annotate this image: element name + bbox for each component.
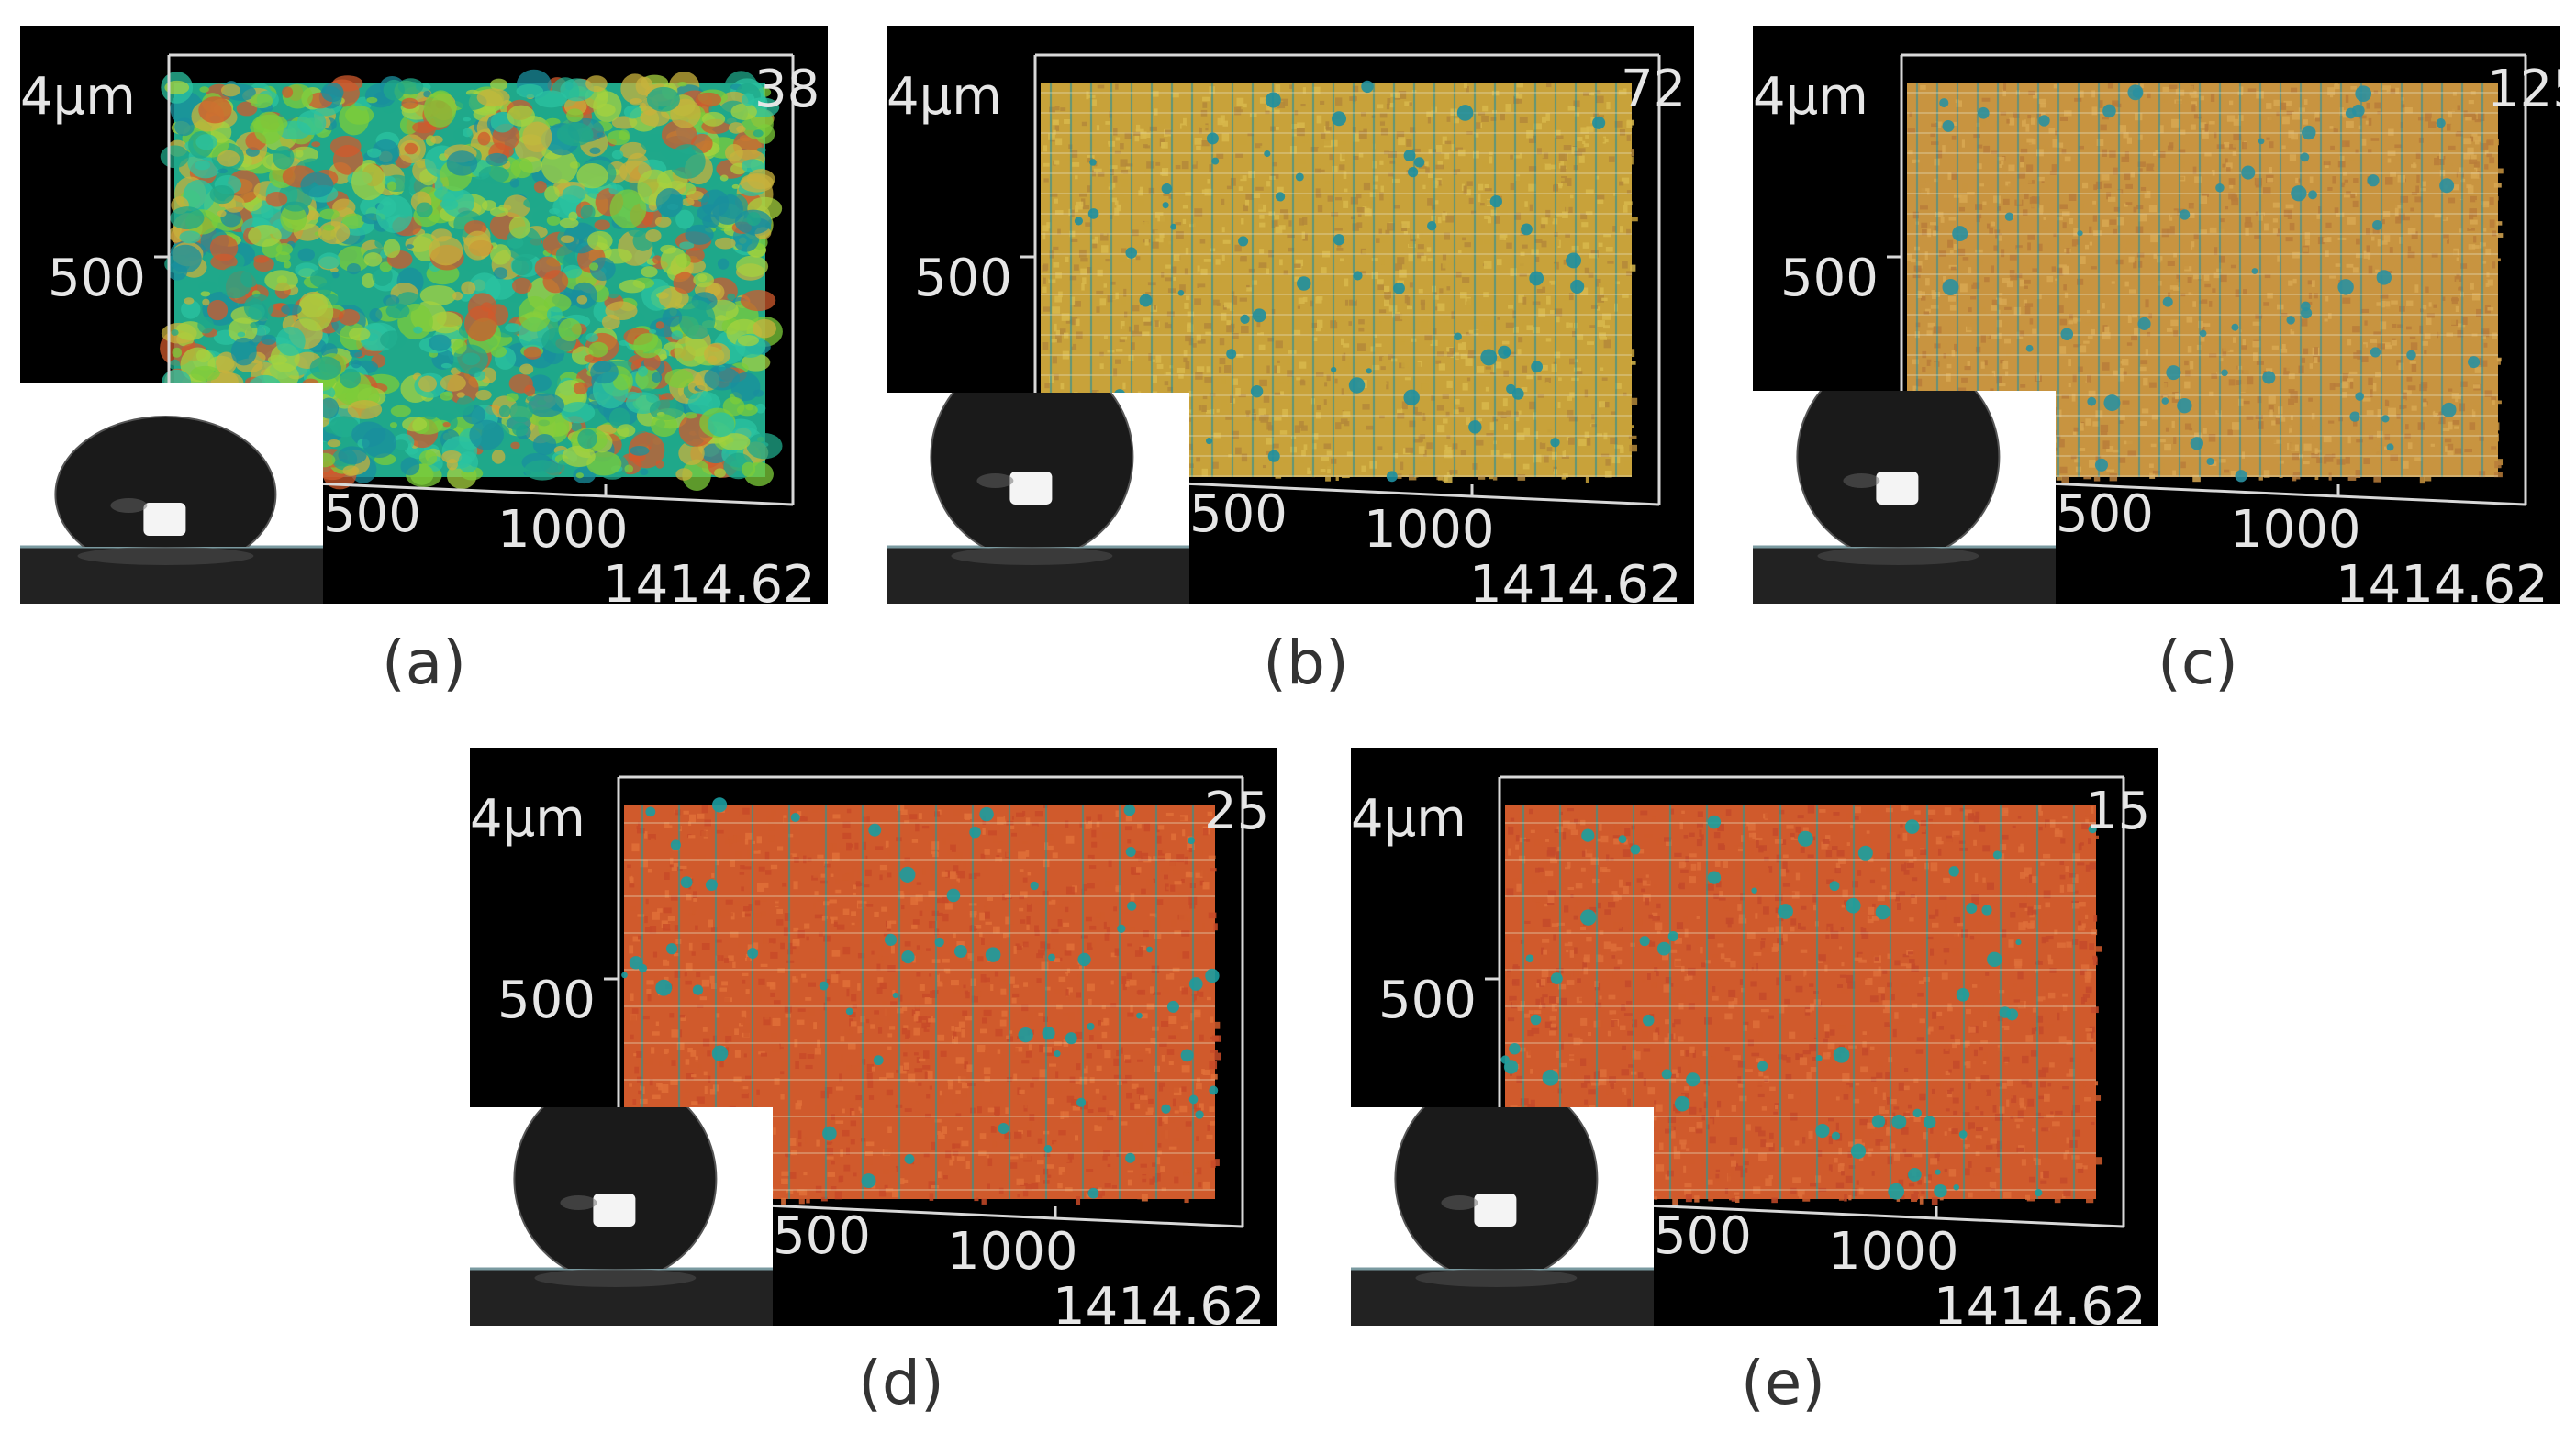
panel-b: 4μm 500 500 1000 1414.62 72 — [887, 26, 1694, 604]
x-axis-500-label: 500 — [1189, 484, 1288, 544]
x-axis-end-label: 1414.62 — [1934, 1277, 2147, 1327]
z-axis-top-label: 4μm — [1753, 67, 1868, 127]
surface-map-a — [154, 53, 795, 506]
y-axis-500-label: 500 — [1780, 249, 1879, 308]
z-axis-corner-label: 72 — [1621, 60, 1687, 119]
surface-texture — [1907, 83, 2504, 484]
z-axis-corner-label: 25 — [1204, 782, 1270, 841]
caption-b: (b) — [1263, 628, 1349, 698]
z-axis-top-label: 4μm — [1351, 789, 1466, 849]
droplet-inset-e — [1351, 1107, 1654, 1326]
caption-d: (d) — [858, 1348, 944, 1418]
x-axis-1000-label: 1000 — [497, 500, 629, 560]
surface-texture — [159, 69, 783, 491]
water-droplet-image — [1351, 1107, 1654, 1326]
x-axis-500-label: 500 — [323, 484, 421, 544]
water-droplet-image — [470, 1107, 773, 1326]
x-axis-1000-label: 1000 — [1828, 1222, 1959, 1282]
z-axis-corner-label: 38 — [754, 60, 820, 119]
water-droplet-image — [887, 393, 1189, 604]
surface-map-c — [1887, 53, 2527, 506]
y-axis-500-label: 500 — [497, 971, 596, 1030]
z-axis-corner-label: 15 — [2085, 782, 2151, 841]
water-droplet-image — [1753, 391, 2056, 604]
caption-c: (c) — [2158, 628, 2238, 698]
caption-a: (a) — [382, 628, 466, 698]
droplet-inset-a — [20, 383, 323, 604]
caption-e: (e) — [1740, 1348, 1826, 1418]
droplet-inset-c — [1753, 391, 2056, 604]
water-droplet-image — [20, 416, 323, 604]
x-axis-end-label: 1414.62 — [1469, 555, 1682, 605]
droplet-inset-d — [470, 1107, 773, 1326]
droplet-inset-b — [887, 393, 1189, 604]
x-axis-1000-label: 1000 — [947, 1222, 1078, 1282]
z-axis-corner-label: 125 — [2487, 60, 2560, 119]
x-axis-500-label: 500 — [2056, 484, 2154, 544]
z-axis-top-label: 4μm — [20, 67, 136, 127]
y-axis-500-label: 500 — [914, 249, 1012, 308]
y-axis-500-label: 500 — [1378, 971, 1477, 1030]
z-axis-top-label: 4μm — [887, 67, 1002, 127]
y-axis-500-label: 500 — [48, 249, 146, 308]
z-axis-top-label: 4μm — [470, 789, 585, 849]
x-axis-1000-label: 1000 — [1364, 500, 1495, 560]
x-axis-end-label: 1414.62 — [603, 555, 816, 605]
x-axis-end-label: 1414.62 — [1053, 1277, 1266, 1327]
panel-a: 4μm 500 500 1000 1414.62 38 — [20, 26, 828, 604]
x-axis-1000-label: 1000 — [2230, 500, 2361, 560]
x-axis-500-label: 500 — [1654, 1206, 1752, 1266]
panel-e: 4μm 500 500 1000 1414.62 15 — [1351, 748, 2158, 1326]
panel-c: 4μm 500 500 1000 1414.62 125 — [1753, 26, 2560, 604]
panel-d: 4μm 500 500 1000 1414.62 25 — [470, 748, 1277, 1326]
x-axis-end-label: 1414.62 — [2336, 555, 2548, 605]
x-axis-500-label: 500 — [773, 1206, 871, 1266]
